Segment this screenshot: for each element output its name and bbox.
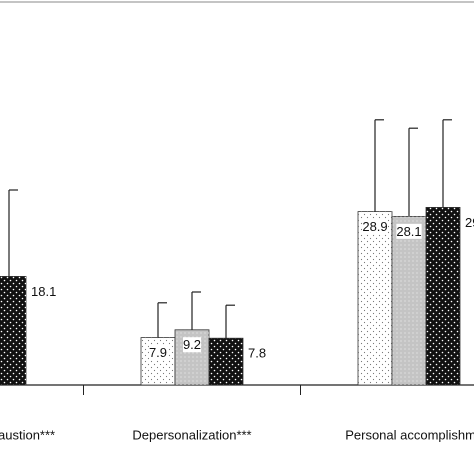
- value-label: 7.9: [149, 345, 167, 360]
- x-tick-label: Personal accomplishm: [345, 427, 474, 442]
- label-bg: [396, 223, 422, 239]
- value-label: 7.8: [248, 346, 266, 361]
- bar-texture: [392, 216, 426, 385]
- bar-texture: [209, 338, 243, 385]
- value-label: 18.1: [31, 284, 56, 299]
- bar-texture: [0, 276, 26, 385]
- x-tick-label: austion***: [0, 427, 55, 442]
- label-bg: [362, 219, 388, 235]
- value-label: 9.2: [183, 337, 201, 352]
- value-label: 28.1: [396, 224, 421, 239]
- label-bg: [148, 345, 168, 361]
- label-bg: [182, 337, 202, 353]
- value-label: 29.6: [465, 215, 474, 230]
- bar-texture: [358, 211, 392, 385]
- value-label: 28.9: [362, 219, 387, 234]
- x-tick-label: Depersonalization***: [132, 427, 251, 442]
- bar-texture: [426, 207, 460, 385]
